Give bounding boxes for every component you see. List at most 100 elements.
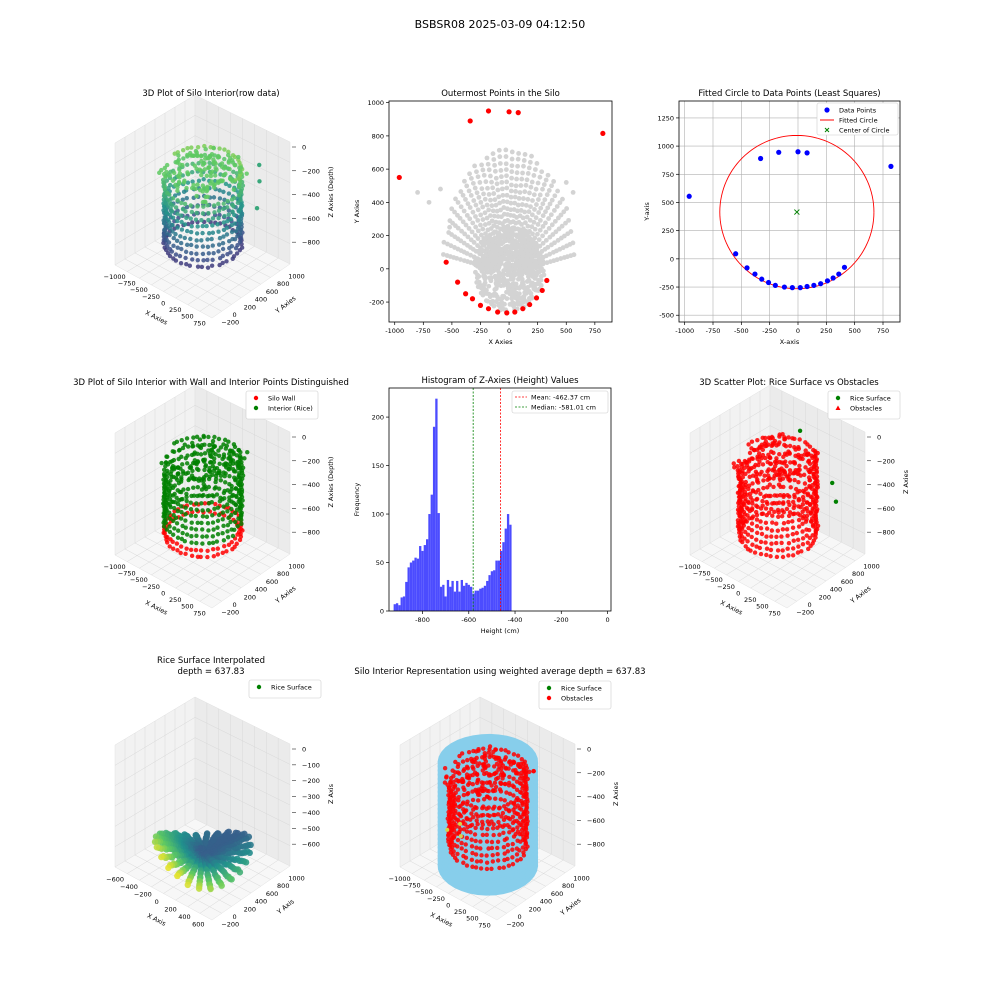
p6-point-obstacle bbox=[757, 444, 763, 449]
p2-gray-point bbox=[539, 169, 545, 175]
p1-point bbox=[185, 152, 190, 158]
p4-xtick-label: −1000 bbox=[104, 563, 126, 571]
p7-ztick-label: −500 bbox=[302, 825, 320, 833]
p6-point-obstacle bbox=[800, 536, 806, 541]
p2-gray-point bbox=[546, 226, 552, 231]
p8-point-obstacle bbox=[473, 865, 479, 870]
p2-gray-point bbox=[473, 214, 478, 219]
p4-point-interior bbox=[204, 534, 209, 539]
p1-ytick-label: −200 bbox=[221, 319, 239, 327]
p2-red-point bbox=[533, 295, 540, 301]
p1-point bbox=[161, 180, 166, 185]
p6-point-obstacle bbox=[745, 506, 751, 512]
p6-point-obstacle bbox=[810, 508, 815, 513]
p4-point-interior bbox=[192, 458, 197, 463]
p8-point-obstacle bbox=[450, 852, 456, 858]
p4-point-interior bbox=[209, 500, 214, 505]
p4-point-interior bbox=[221, 504, 226, 509]
p1-point bbox=[171, 170, 177, 176]
p2-gray-point bbox=[467, 216, 473, 222]
p4-grid bbox=[199, 547, 279, 602]
p6-point-obstacle bbox=[797, 463, 802, 468]
p8-point-obstacle bbox=[489, 866, 494, 871]
p6-point-obstacle bbox=[779, 513, 785, 519]
p6-point-obstacle bbox=[746, 499, 751, 505]
p4-ylabel: Y Axies bbox=[273, 584, 298, 606]
p4-point-interior bbox=[201, 481, 206, 487]
p4-point-interior bbox=[191, 435, 196, 440]
p2-gray-point bbox=[478, 290, 484, 296]
p4-point-interior bbox=[218, 445, 224, 450]
p2-gray-point bbox=[481, 238, 486, 244]
p5-hist-bar bbox=[398, 605, 401, 611]
p2-gray-point bbox=[503, 154, 509, 159]
p6-point-obstacle bbox=[802, 472, 807, 478]
p5-hist-bar bbox=[458, 591, 461, 611]
p1-point bbox=[201, 177, 206, 182]
p1-point bbox=[171, 235, 176, 241]
p1-point bbox=[207, 160, 212, 166]
p4-point-interior bbox=[172, 441, 177, 446]
p2-gray-point bbox=[470, 180, 476, 186]
p6-point-obstacle bbox=[746, 442, 751, 447]
p4-point-interior bbox=[170, 449, 175, 454]
p2-gray-point bbox=[536, 259, 542, 265]
p4-point-interior bbox=[183, 518, 188, 523]
p7-surface-patch bbox=[184, 881, 191, 889]
p3-data-point bbox=[744, 265, 750, 271]
p8-point-obstacle bbox=[489, 819, 494, 824]
p2-red-point bbox=[469, 296, 476, 302]
p3-data-point bbox=[811, 282, 817, 288]
p4-point-interior bbox=[200, 534, 205, 539]
p2-gray-point bbox=[536, 210, 542, 215]
p6-point-obstacle bbox=[794, 530, 800, 536]
p2-gray-point bbox=[535, 253, 541, 258]
p4-point-interior bbox=[189, 520, 194, 525]
p2-gray-point bbox=[468, 237, 474, 243]
p1-point bbox=[198, 168, 204, 174]
p2-gray-point bbox=[540, 268, 546, 274]
p2-gray-point bbox=[519, 176, 525, 182]
p3-ytick-label: -500 bbox=[659, 312, 674, 320]
p6-point-obstacle bbox=[812, 488, 818, 494]
p4-point-interior bbox=[193, 476, 199, 482]
p4-point-interior bbox=[198, 548, 204, 553]
p4-point-interior bbox=[229, 499, 234, 504]
p4-point-interior bbox=[229, 448, 235, 453]
p2-xlabel: X Axies bbox=[488, 338, 513, 346]
p6-point-obstacle bbox=[767, 455, 772, 460]
p2-red-point bbox=[527, 301, 533, 308]
p6-xtick-label: 500 bbox=[756, 603, 768, 611]
p1-point bbox=[188, 203, 193, 208]
p4-point-interior bbox=[176, 456, 181, 462]
p2-gray-point bbox=[458, 257, 463, 262]
p6-point-obstacle bbox=[787, 450, 792, 456]
p7-zlabel: Z Axis bbox=[327, 783, 335, 804]
p1-point bbox=[225, 218, 230, 224]
p4-point-interior bbox=[175, 488, 180, 493]
p2-gray-point bbox=[519, 228, 525, 234]
p2-gray-point bbox=[482, 196, 488, 202]
p6-point-obstacle bbox=[807, 469, 812, 475]
p7-surface-patch bbox=[192, 832, 199, 839]
p2-gray-point bbox=[493, 219, 499, 225]
p2-gray-point bbox=[441, 239, 447, 245]
p2-gray-point bbox=[528, 291, 534, 296]
p6-grid bbox=[689, 405, 866, 454]
p8-point-obstacle bbox=[464, 816, 469, 821]
p4-point-interior bbox=[161, 467, 167, 472]
p4-grid bbox=[114, 425, 291, 474]
p2-gray-point bbox=[459, 228, 465, 234]
p1-point bbox=[184, 185, 189, 191]
p2-gray-point bbox=[511, 207, 517, 212]
p4-point-interior bbox=[167, 524, 172, 529]
p2-gray-point bbox=[499, 277, 505, 283]
p4-point-interior bbox=[227, 473, 232, 479]
p8-point-obstacle bbox=[510, 820, 516, 826]
p4-grid bbox=[187, 542, 267, 595]
p4-point-interior bbox=[175, 508, 180, 514]
p4-ytick-label: 400 bbox=[255, 586, 267, 594]
p6-point-obstacle bbox=[769, 449, 774, 454]
p5-hist-bar bbox=[442, 584, 445, 611]
p8-point-obstacle bbox=[479, 788, 485, 794]
